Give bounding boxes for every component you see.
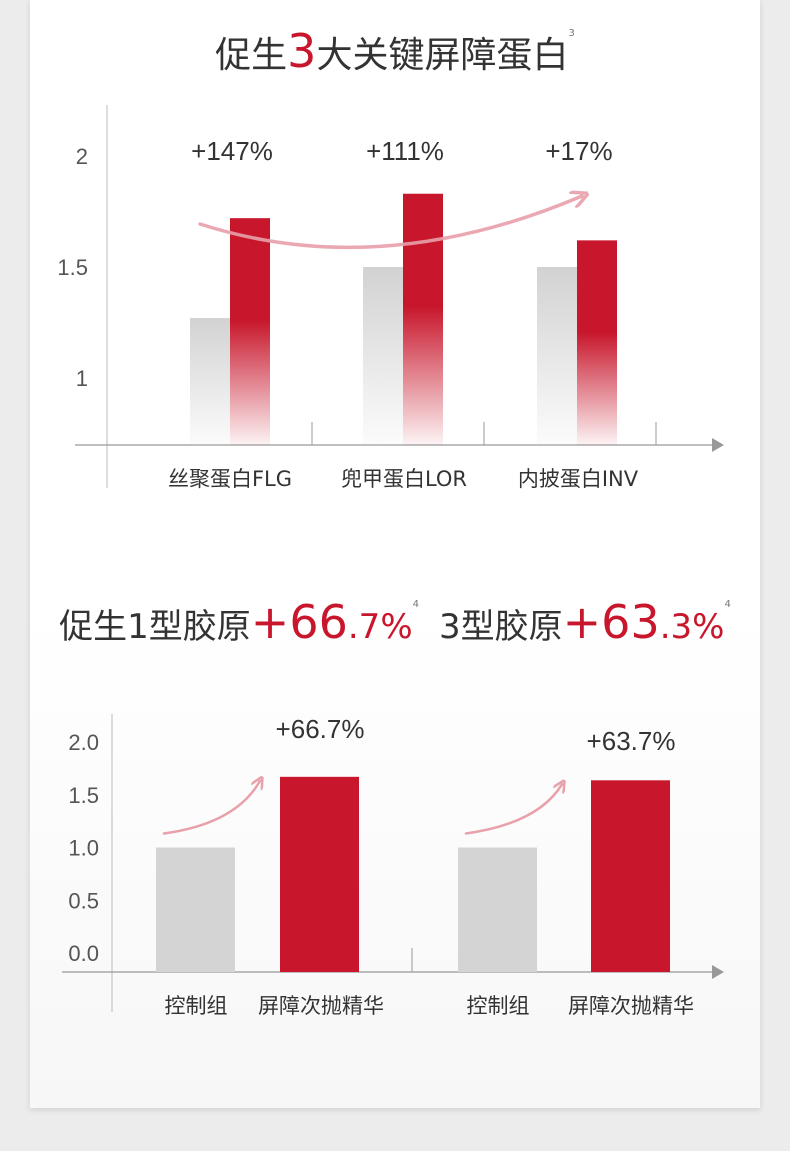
title-value: +66.7% [250, 595, 413, 649]
section-title-collagen: 促生1型胶原+66.7%43型胶原+63.3%4 [0, 595, 790, 649]
x-category-label: 屏障次抛精华 [258, 994, 384, 1018]
x-category-label: 控制组 [165, 994, 228, 1018]
footnote-ref: 4 [412, 599, 419, 610]
data-label: +63.7% [587, 726, 676, 756]
x-axis-arrow [712, 438, 724, 452]
bar-control [363, 267, 403, 445]
footnote-ref: 3 [568, 28, 575, 39]
bar-control [156, 847, 235, 972]
bar-treated [577, 240, 617, 445]
x-axis-arrow [712, 965, 724, 979]
title-text: 3型胶原 [439, 607, 563, 647]
y-tick-label: 0.5 [68, 888, 99, 913]
y-tick-label: 2 [76, 144, 88, 169]
x-category-label: 丝聚蛋白FLG [168, 467, 292, 491]
x-category-label: 屏障次抛精华 [568, 994, 694, 1018]
y-tick-label: 1 [76, 366, 88, 391]
title-text: 促生 [215, 35, 288, 76]
y-tick-label: 1.5 [57, 255, 88, 280]
footnote-ref: 4 [724, 599, 731, 610]
y-tick-label: 2.0 [68, 730, 99, 755]
bar-control [190, 318, 230, 445]
trend-arrow [464, 784, 562, 835]
y-tick-label: 0.0 [68, 941, 99, 966]
y-tick-label: 1.5 [68, 783, 99, 808]
title-value: +63.3% [562, 595, 725, 649]
data-label: +66.7% [276, 714, 365, 744]
bar-control [458, 847, 537, 972]
trend-arrow [198, 196, 582, 250]
bar-treated [403, 193, 443, 445]
bar-treated [591, 780, 670, 972]
y-tick-label: 1.0 [68, 836, 99, 861]
x-category-label: 兜甲蛋白LOR [341, 467, 467, 491]
title-number: 3 [287, 24, 317, 78]
title-text: 大关键屏障蛋白 [316, 35, 569, 76]
data-label: +17% [545, 136, 612, 166]
bar-treated [280, 776, 359, 972]
data-label: +147% [191, 136, 273, 166]
bar-treated [230, 218, 270, 445]
trend-arrow [162, 781, 260, 835]
x-category-label: 控制组 [467, 994, 530, 1018]
title-text: 促生1型胶原 [59, 607, 251, 647]
data-label: +111% [366, 136, 444, 166]
section-title-barrier-proteins: 促生3大关键屏障蛋白3 [0, 24, 790, 78]
bar-control [537, 267, 577, 445]
x-category-label: 内披蛋白INV [518, 467, 639, 491]
